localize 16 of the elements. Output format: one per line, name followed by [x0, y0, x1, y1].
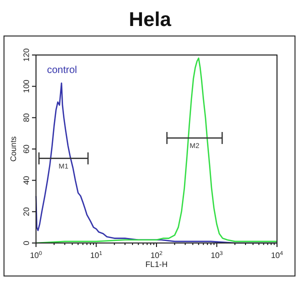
y-tick-label: 40: [22, 175, 31, 185]
y-tick-label: 0: [22, 240, 31, 246]
y-tick-label: 80: [22, 112, 31, 122]
y-tick-label: 100: [22, 79, 31, 94]
series-label: control: [47, 65, 78, 76]
y-tick-label: 20: [22, 206, 31, 216]
x-tick-label: 10$^{2}$: [150, 251, 163, 260]
y-tick-label: 120: [22, 48, 31, 62]
y-axis-title: Counts: [9, 136, 18, 162]
x-tick-label: 10$^{1}$: [90, 251, 102, 260]
x-tick-label: 10$^{3}$: [210, 251, 223, 260]
x-tick-label: 10$^{4}$: [270, 251, 284, 260]
chart-title: Hela: [128, 9, 172, 31]
x-tick-label: 10$^{0}$: [30, 251, 42, 260]
x-axis-title: FL1-H: [145, 260, 168, 269]
y-tick-label: 60: [22, 144, 31, 154]
